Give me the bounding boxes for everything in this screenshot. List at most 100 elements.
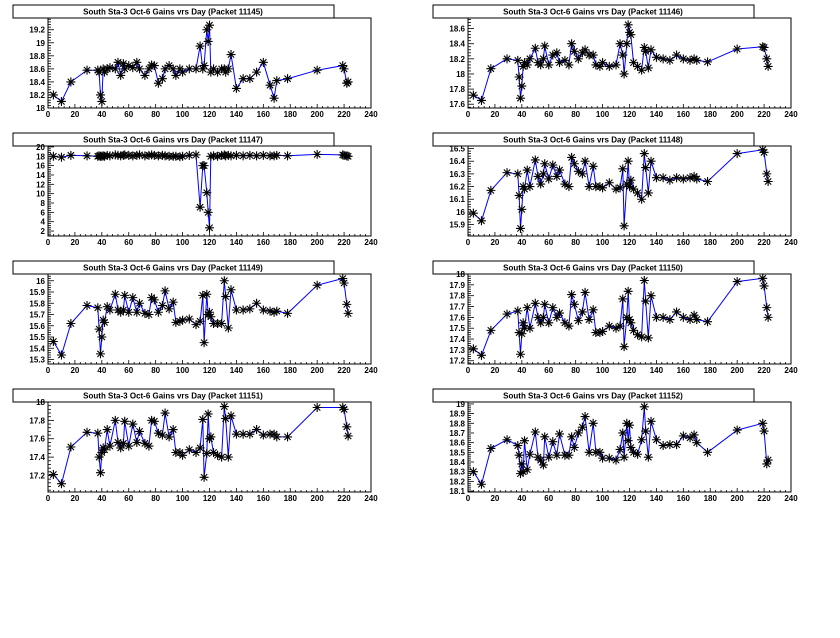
data-point-marker — [555, 165, 565, 175]
data-point-marker — [48, 337, 58, 346]
chart-panel: South Sta-3 Oct-6 Gains vrs Day (Packet … — [12, 388, 378, 503]
data-point-marker — [598, 453, 608, 463]
data-point-marker — [245, 429, 255, 439]
data-point-marker — [140, 70, 150, 80]
data-point-marker — [759, 147, 769, 157]
data-point-marker — [637, 194, 647, 204]
data-point-marker — [564, 321, 574, 331]
data-point-marker — [132, 57, 142, 67]
data-point-marker — [231, 150, 241, 160]
data-point-marker — [157, 430, 167, 440]
x-tick-label: 180 — [284, 494, 298, 503]
data-point-marker — [476, 95, 486, 105]
data-point-marker — [124, 307, 134, 317]
x-tick-label: 180 — [704, 366, 718, 375]
data-point-marker — [619, 342, 629, 352]
chart-title: South Sta-3 Oct-6 Gains vrs Day (Packet … — [83, 8, 263, 17]
x-tick-label: 20 — [490, 238, 499, 247]
x-tick-label: 0 — [466, 110, 471, 119]
data-point-marker — [95, 468, 105, 478]
data-point-marker — [226, 411, 236, 421]
data-point-marker — [555, 58, 565, 68]
data-point-marker — [584, 447, 594, 457]
x-tick-label: 240 — [784, 494, 798, 503]
x-tick-label: 40 — [517, 238, 526, 247]
data-point-marker — [595, 182, 605, 192]
data-point-marker — [221, 292, 231, 301]
y-tick-label: 17.5 — [449, 324, 465, 333]
data-point-marker — [468, 344, 478, 354]
data-point-marker — [692, 174, 702, 184]
data-point-marker — [658, 441, 668, 451]
x-tick-label: 200 — [310, 238, 324, 247]
data-point-marker — [643, 452, 653, 462]
data-point-marker — [573, 166, 583, 176]
data-point-marker — [56, 479, 66, 489]
y-tick-label: 19 — [456, 400, 465, 409]
data-point-marker — [205, 20, 214, 30]
data-point-marker — [124, 441, 134, 451]
chart-panel: South Sta-3 Oct-6 Gains vrs Day (Packet … — [12, 132, 378, 247]
data-point-marker — [199, 161, 209, 171]
data-point-marker — [692, 55, 702, 65]
data-point-marker — [118, 59, 128, 69]
data-point-marker — [339, 278, 349, 288]
x-tick-label: 200 — [730, 238, 744, 247]
x-tick-label: 100 — [596, 238, 610, 247]
y-tick-label: 17.8 — [29, 416, 45, 425]
data-point-marker — [338, 61, 348, 71]
data-point-marker — [672, 173, 682, 183]
data-point-marker — [191, 150, 201, 160]
data-point-marker — [184, 150, 194, 160]
y-tick-label: 18.2 — [449, 477, 465, 486]
data-point-marker — [231, 83, 241, 93]
data-point-marker — [184, 314, 194, 324]
data-point-marker — [518, 467, 528, 477]
data-point-marker — [517, 204, 527, 214]
data-point-marker — [520, 436, 530, 446]
data-point-marker — [533, 171, 543, 181]
data-point-marker — [536, 179, 546, 189]
data-point-marker — [595, 447, 605, 457]
data-point-marker — [569, 159, 579, 169]
data-point-marker — [160, 286, 170, 296]
data-point-marker — [110, 289, 120, 299]
data-point-marker — [517, 81, 527, 91]
data-point-marker — [272, 76, 282, 86]
data-point-marker — [219, 402, 229, 412]
x-tick-label: 100 — [596, 494, 610, 503]
x-tick-label: 80 — [151, 366, 160, 375]
data-point-marker — [548, 160, 558, 170]
data-point-marker — [514, 450, 524, 460]
data-point-marker — [678, 431, 688, 441]
data-point-marker — [569, 442, 579, 452]
data-point-marker — [226, 151, 236, 161]
data-point-marker — [665, 315, 675, 325]
y-tick-label: 18 — [456, 270, 465, 279]
chart-title: South Sta-3 Oct-6 Gains vrs Day (Packet … — [503, 8, 683, 17]
data-point-marker — [120, 64, 130, 74]
y-tick-label: 17.8 — [449, 292, 465, 301]
data-point-marker — [604, 61, 614, 71]
chart-title: South Sta-3 Oct-6 Gains vrs Day (Packet … — [83, 392, 263, 401]
data-point-marker — [48, 470, 58, 480]
x-tick-label: 120 — [203, 110, 217, 119]
data-point-marker — [191, 448, 201, 458]
data-point-marker — [203, 409, 213, 419]
data-point-marker — [651, 312, 661, 322]
data-point-marker — [623, 156, 633, 166]
chart-title: South Sta-3 Oct-6 Gains vrs Day (Packet … — [83, 136, 263, 145]
data-point-marker — [164, 304, 174, 314]
data-point-marker — [312, 65, 322, 75]
data-point-marker — [258, 430, 268, 440]
data-point-marker — [665, 440, 675, 450]
x-tick-label: 40 — [517, 110, 526, 119]
x-tick-label: 240 — [364, 366, 378, 375]
data-point-marker — [646, 291, 656, 301]
data-point-marker — [514, 190, 524, 200]
data-point-marker — [514, 72, 524, 82]
y-tick-label: 15.7 — [29, 311, 45, 320]
data-point-marker — [518, 318, 528, 328]
data-point-marker — [147, 415, 157, 425]
